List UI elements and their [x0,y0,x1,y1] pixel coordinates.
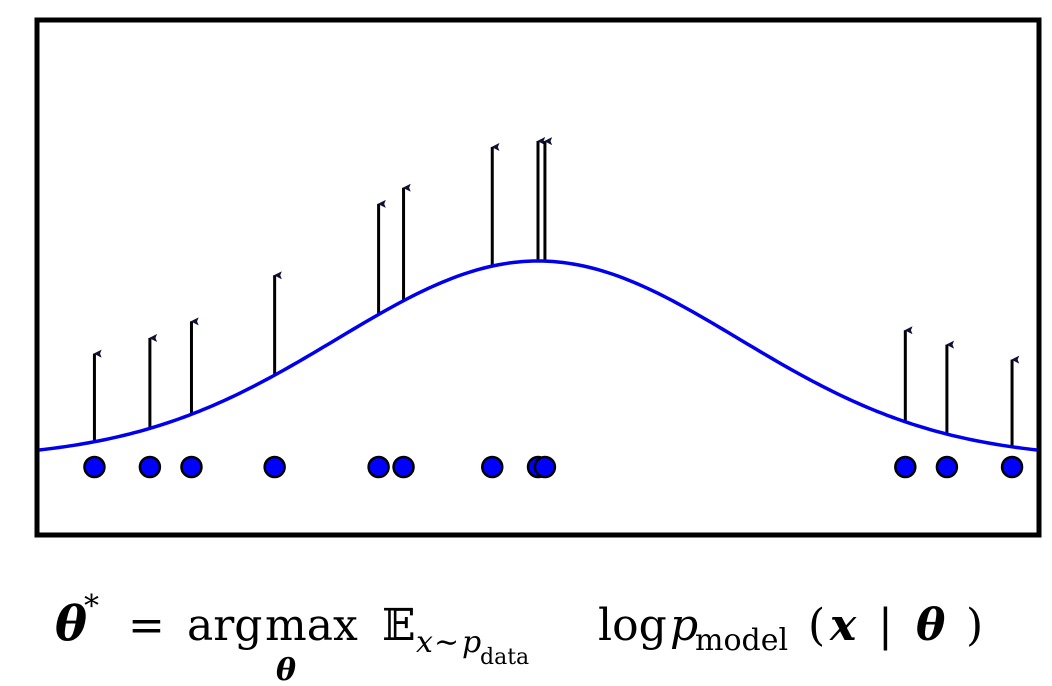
eq-theta: θ [55,596,87,652]
eq-p: p [670,600,698,651]
eq-arg: arg [187,600,262,651]
sample-point [138,455,162,479]
eq-star: * [84,589,99,624]
equation: θ * = arg max θ 𝔼 x ∼ p data log p model… [55,589,983,686]
eq-expect-sub-p: p [462,625,481,660]
eq-max: max [265,600,358,651]
sample-point [180,455,203,479]
eq-bar: | [878,600,893,651]
density-curve [38,259,1038,452]
sample-point [83,455,106,479]
sample-point [533,455,557,479]
eq-x: x [829,600,857,651]
eq-equals: = [128,600,165,651]
sample-point [263,455,286,479]
eq-theta2: θ [916,600,946,651]
arrows-group [92,137,1020,447]
eq-argmax-sub: θ [276,653,296,686]
eq-expect-sub-x: x [416,625,433,660]
eq-rparen: ) [966,600,983,651]
eq-log: log [598,600,667,651]
sample-points-group [83,455,1024,479]
sample-point [1000,455,1024,479]
sample-point [894,455,917,479]
sample-point [935,455,959,479]
plot-frame [34,17,1042,538]
eq-expectation: 𝔼 [382,600,416,651]
eq-model: model [695,623,788,658]
eq-expect-sub-data: data [480,645,529,670]
sample-point [481,455,504,479]
eq-expect-sub-sim: ∼ [434,625,459,660]
eq-lparen: ( [808,600,825,651]
sample-point [392,455,415,479]
sample-point [367,455,390,479]
